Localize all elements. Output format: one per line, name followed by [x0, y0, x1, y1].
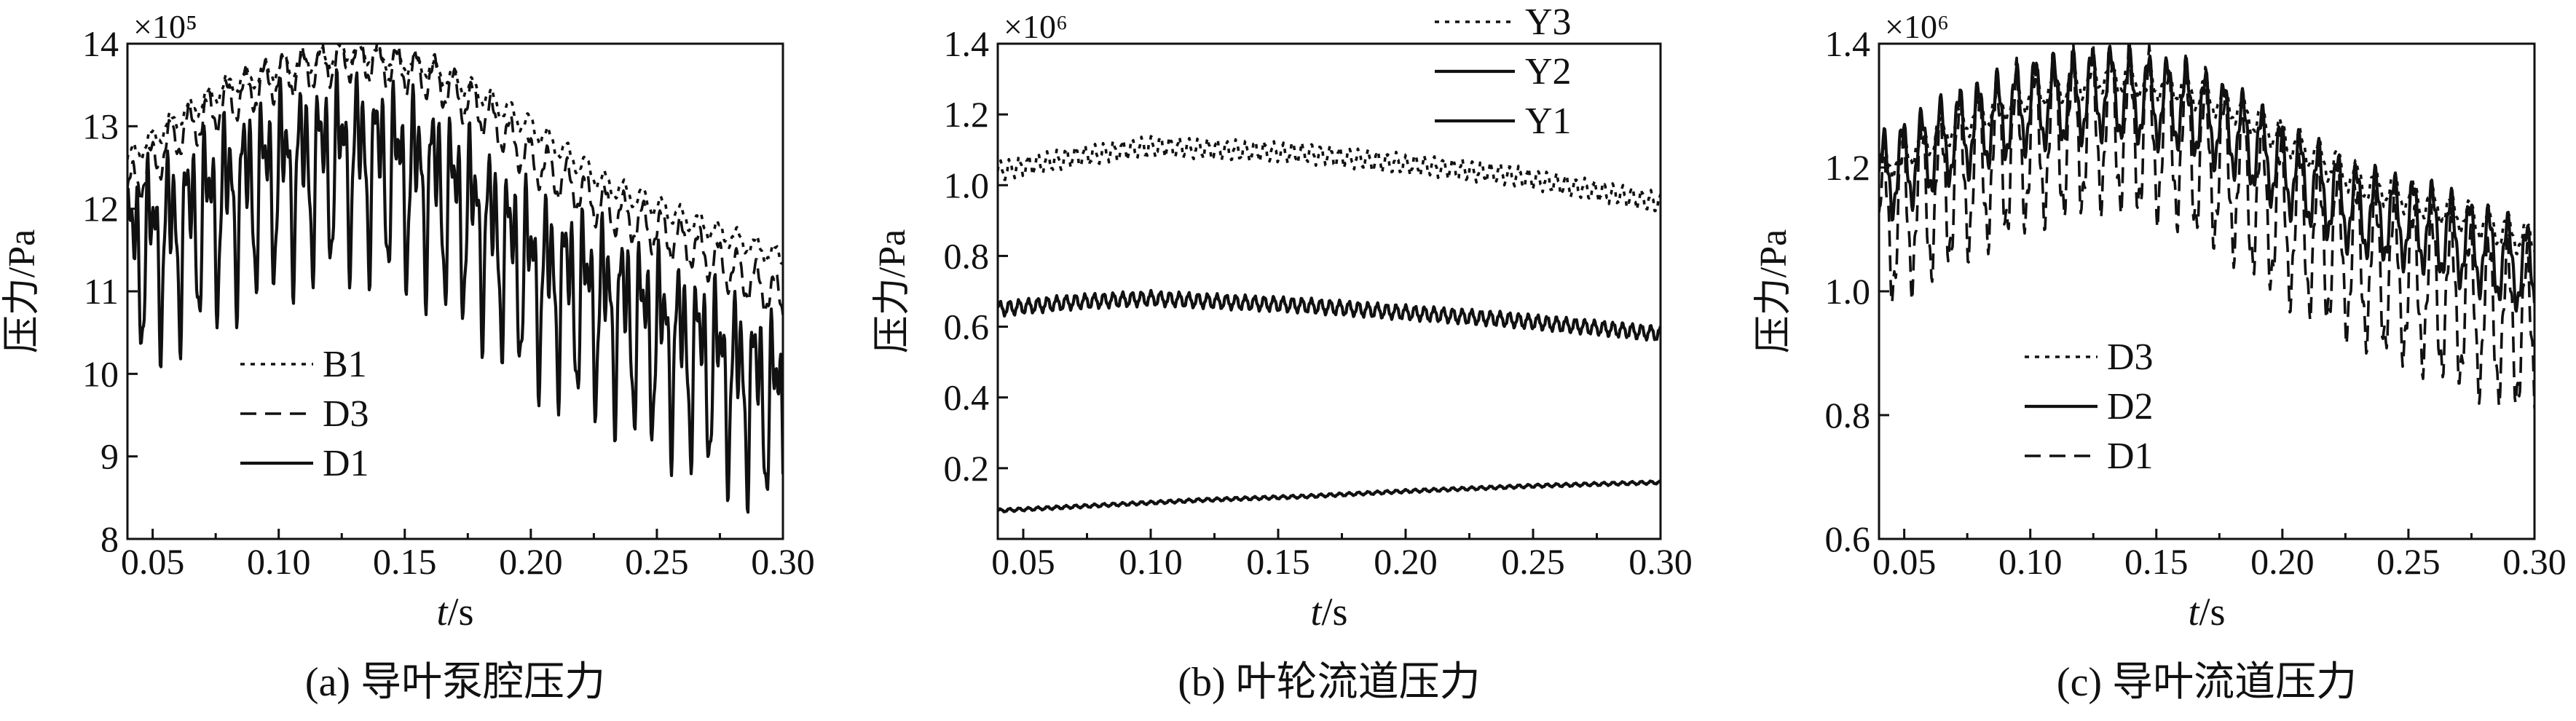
y-tick-label: 0.6 [1825, 519, 1871, 559]
x-tick-label: 0.30 [2502, 541, 2567, 582]
legend: Y3 Y2 Y1 [1435, 1, 1572, 142]
x-tick-label: 0.25 [2376, 541, 2441, 582]
series-line-d3 [127, 44, 783, 315]
x-axis-unit: /s [2199, 590, 2225, 634]
x-axis-symbol: t [2188, 590, 2200, 634]
y-multiplier: ×10⁶ [1885, 8, 1949, 45]
x-tick-label: 0.20 [2250, 541, 2315, 582]
chart-panel-2: 0.05 0.10 0.15 0.20 0.25 0.30 0.2 0.4 0.6 0.8 1.0 1… [872, 1, 1693, 705]
x-axis-label: t/s [2188, 590, 2225, 634]
y-tick-label: 10 [82, 353, 119, 394]
x-tick-label: 0.15 [373, 541, 437, 582]
y-tick-label: 1.4 [944, 23, 990, 64]
x-tick-label: 0.05 [121, 541, 185, 582]
x-tick-label: 0.05 [991, 541, 1055, 582]
y-multiplier: ×10⁶ [1004, 8, 1068, 45]
y-axis-label: 压力/Pa [1753, 229, 1795, 353]
x-tick-label: 0.05 [1872, 541, 1937, 582]
chart-panel-3: 0.05 0.10 0.15 0.20 0.25 0.30 0.6 0.8 1.0 1.2 1.4 ×… [1753, 8, 2567, 705]
y-tick-label: 11 [84, 271, 119, 312]
y-multiplier: ×10⁵ [133, 8, 197, 45]
y-tick-label: 9 [101, 436, 119, 477]
x-tick-label: 0.10 [1998, 541, 2063, 582]
x-axis-symbol: t [1310, 590, 1323, 634]
legend-label-b1: B1 [323, 344, 367, 385]
legend-label-d1: D1 [2107, 436, 2154, 477]
x-axis-unit: /s [447, 590, 473, 634]
legend-label-d3: D3 [323, 393, 369, 435]
x-tick-label: 0.20 [1374, 541, 1438, 582]
y-tick-label: 12 [82, 189, 119, 229]
series-line-y3 [998, 135, 1661, 213]
series-line-d1 [127, 68, 783, 514]
y-axis-label: 压力/Pa [1, 229, 43, 353]
y-tick-label: 1.0 [944, 165, 990, 205]
x-axis-unit: /s [1321, 590, 1347, 634]
panel-caption: (b) 叶轮流道压力 [1178, 660, 1480, 705]
y-tick-label: 0.8 [1825, 395, 1871, 436]
y-tick-label: 1.4 [1825, 23, 1871, 64]
x-tick-label: 0.25 [1501, 541, 1565, 582]
chart-panel-1: 0.05 0.10 0.15 0.20 0.25 0.30 8 9 10 11 12 13 14 ×10⁵… [1, 8, 815, 705]
legend-label-y2: Y2 [1525, 51, 1572, 92]
y-tick-label: 0.8 [944, 235, 990, 276]
y-tick-label: 14 [82, 23, 119, 64]
x-tick-label: 0.30 [751, 541, 815, 582]
y-tick-label: 1.0 [1825, 271, 1871, 312]
x-tick-label: 0.10 [247, 541, 311, 582]
legend-label-y3: Y3 [1525, 1, 1572, 43]
y-axis-label: 压力/Pa [872, 229, 913, 353]
y-tick-label: 0.2 [944, 448, 990, 489]
y-tick-label: 0.6 [944, 307, 990, 347]
legend: B1 D3 D1 [240, 344, 369, 484]
x-tick-label: 0.15 [2124, 541, 2189, 582]
series-line-y1 [998, 479, 1661, 513]
legend-label-d2: D2 [2107, 386, 2154, 428]
panel-caption: (a) 导叶泵腔压力 [305, 660, 605, 705]
series-line-d1 [1879, 44, 2534, 409]
x-tick-label: 0.20 [499, 541, 563, 582]
x-tick-label: 0.25 [625, 541, 689, 582]
plot-frame [996, 42, 1662, 540]
x-axis-label: t/s [436, 590, 473, 634]
y-tick-label: 0.4 [944, 377, 990, 418]
y-tick-label: 1.2 [944, 94, 990, 135]
legend-label-y1: Y1 [1525, 101, 1572, 142]
series-line-y2 [998, 288, 1661, 342]
x-tick-label: 0.10 [1119, 541, 1183, 582]
x-tick-label: 0.30 [1628, 541, 1693, 582]
legend-label-d1: D1 [323, 443, 369, 484]
panel-caption: (c) 导叶流道压力 [2057, 660, 2357, 705]
y-tick-label: 13 [82, 106, 119, 146]
x-tick-label: 0.15 [1246, 541, 1310, 582]
x-axis-label: t/s [1310, 590, 1347, 634]
y-tick-label: 8 [101, 519, 119, 559]
x-axis-symbol: t [436, 590, 449, 634]
legend-label-d3: D3 [2107, 336, 2154, 378]
y-tick-label: 1.2 [1825, 147, 1871, 188]
legend: D3 D2 D1 [2025, 336, 2154, 477]
